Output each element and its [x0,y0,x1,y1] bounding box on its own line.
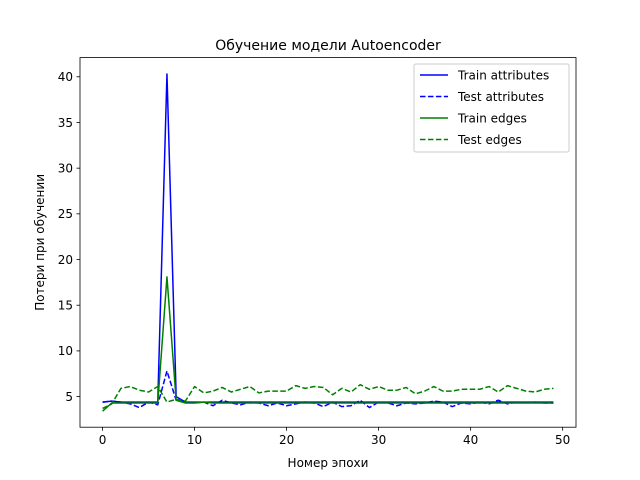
x-tick-label: 20 [279,433,294,447]
y-tick-label: 30 [58,161,73,175]
x-tick-label: 30 [371,433,386,447]
y-axis-label: Потери при обучении [33,174,47,311]
y-tick-label: 35 [58,116,73,130]
plot-frame [79,57,577,428]
legend: Train attributes Test attributes Train edg… [413,63,570,153]
y-tick-label: 15 [58,299,73,313]
y-tick-label: 25 [58,207,73,221]
y-tick-label: 40 [58,70,73,84]
x-tick-label: 50 [555,433,570,447]
x-tick-label: 0 [99,433,107,447]
y-tick-label: 10 [58,344,73,358]
y-tick-label: 20 [58,253,73,267]
x-tick-label: 40 [463,433,478,447]
series-line-2 [102,276,554,412]
legend-box [413,63,570,153]
x-axis-ticks: 0 10 20 30 40 50 [99,427,570,447]
legend-label-0: Train attributes [457,68,549,82]
chart-title: Обучение модели Autoencoder [215,38,441,54]
x-axis-label: Номер эпохи [288,456,369,470]
y-tick-label: 5 [65,390,73,404]
legend-label-2: Train edges [457,111,527,125]
legend-label-3: Test edges [457,133,522,147]
series-layer [102,73,554,412]
y-axis-ticks: 5 10 15 20 25 30 35 40 [58,70,80,404]
x-tick-label: 10 [187,433,202,447]
series-line-3 [102,383,554,410]
legend-label-1: Test attributes [457,90,544,104]
